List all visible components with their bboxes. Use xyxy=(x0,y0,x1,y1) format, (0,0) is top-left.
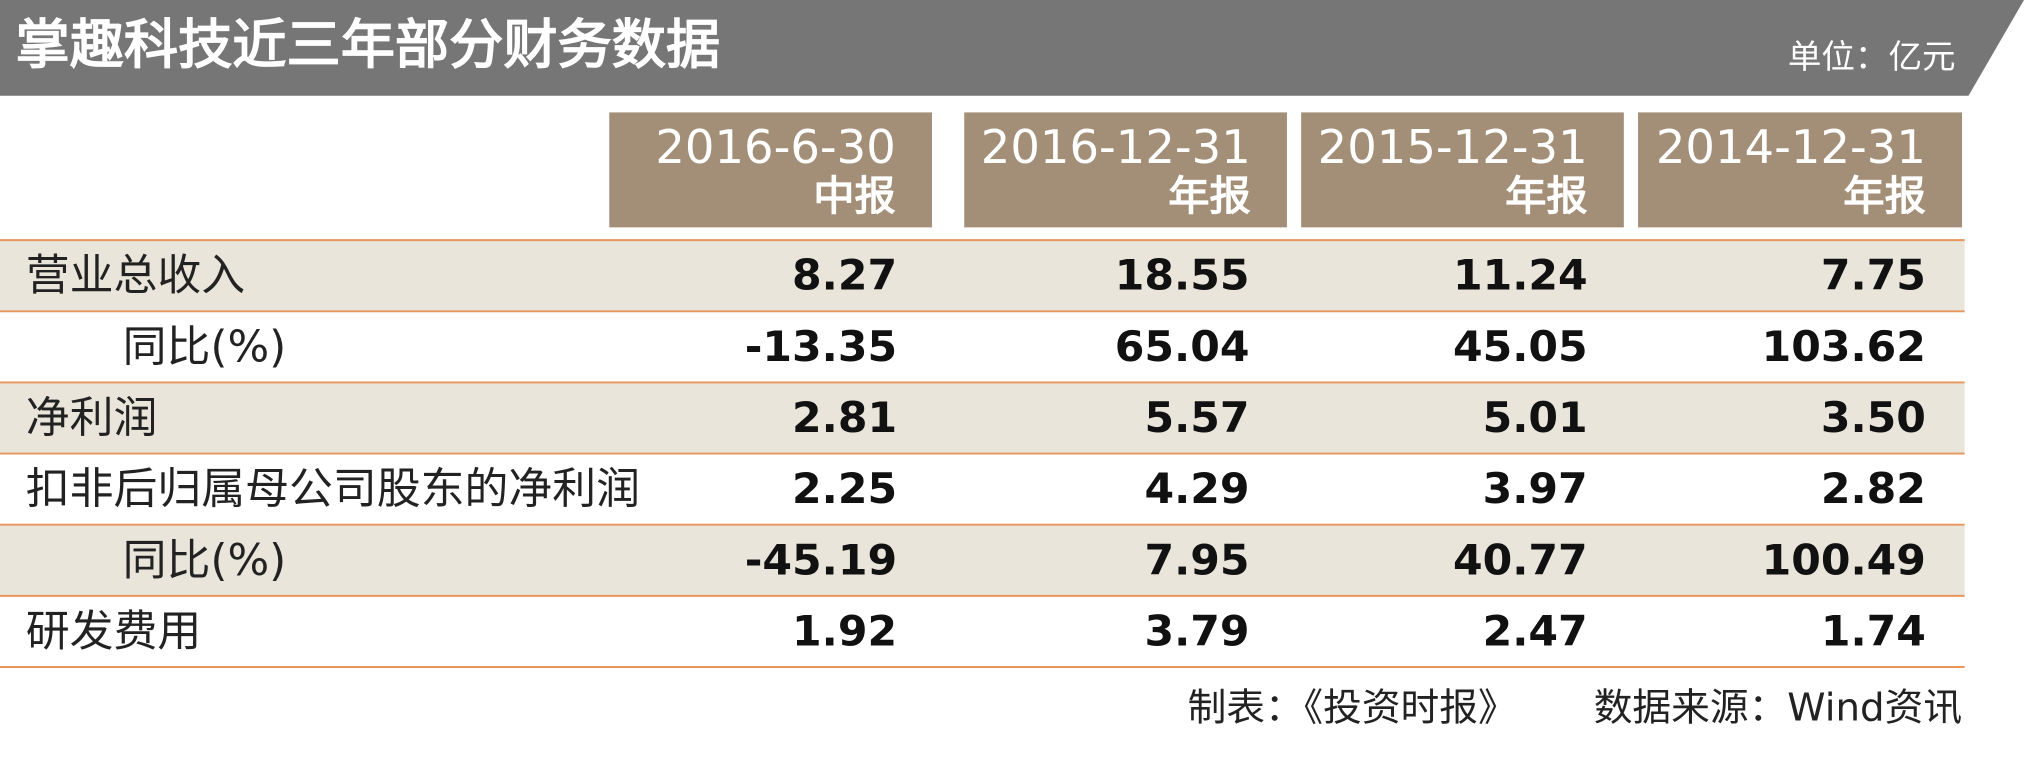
row-label: 研发费用 xyxy=(26,606,201,657)
row-label: 同比(%) xyxy=(123,322,287,373)
column-header xyxy=(609,112,932,228)
cell-value: 2.82 xyxy=(1821,464,1926,513)
maker: 制表：《投资时报》 xyxy=(1188,686,1517,731)
cell-value: 2.47 xyxy=(1483,607,1588,656)
column-header xyxy=(1638,112,1963,228)
column-date: 2014-12-31 xyxy=(1656,120,1926,174)
cell-value: 1.74 xyxy=(1821,607,1926,656)
column-date: 2015-12-31 xyxy=(1318,120,1588,174)
row-background xyxy=(0,382,1965,454)
column-date: 2016-12-31 xyxy=(981,120,1251,174)
title: 掌趣科技近三年部分财务数据 xyxy=(15,13,720,76)
column-date: 2016-6-30 xyxy=(655,120,895,174)
row-label: 营业总收入 xyxy=(26,250,245,301)
cell-value: 3.50 xyxy=(1821,393,1926,442)
cell-value: 3.79 xyxy=(1144,607,1249,656)
cell-value: 5.57 xyxy=(1144,393,1249,442)
cell-value: 40.77 xyxy=(1453,535,1588,584)
row-label: 扣非后归属母公司股东的净利润 xyxy=(26,464,640,515)
column-type: 年报 xyxy=(1505,172,1588,220)
row-label: 同比(%) xyxy=(123,535,287,586)
cell-value: 8.27 xyxy=(792,251,897,300)
cell-value: 18.55 xyxy=(1115,251,1250,300)
cell-value: 103.62 xyxy=(1762,322,1926,371)
cell-value: 2.25 xyxy=(792,464,897,513)
cell-value: -13.35 xyxy=(745,322,897,371)
row-label: 净利润 xyxy=(26,393,158,444)
cell-value: 1.92 xyxy=(792,607,897,656)
cell-value: 7.75 xyxy=(1821,251,1926,300)
cell-value: 7.95 xyxy=(1144,535,1249,584)
column-type: 年报 xyxy=(1168,172,1251,220)
cell-value: 2.81 xyxy=(792,393,897,442)
cell-value: 3.97 xyxy=(1483,464,1588,513)
cell-value: 5.01 xyxy=(1483,393,1588,442)
cell-value: 11.24 xyxy=(1453,251,1588,300)
cell-value: 45.05 xyxy=(1453,322,1588,371)
row-background xyxy=(0,240,1965,312)
column-header xyxy=(964,112,1287,228)
row-background xyxy=(0,524,1965,596)
column-header xyxy=(1301,112,1624,228)
column-type: 年报 xyxy=(1843,172,1926,220)
source: 数据来源：Wind资讯 xyxy=(1594,686,1962,731)
cell-value: 100.49 xyxy=(1762,535,1926,584)
cell-value: 4.29 xyxy=(1144,464,1249,513)
cell-value: 65.04 xyxy=(1115,322,1250,371)
cell-value: -45.19 xyxy=(745,535,897,584)
table-body: 2016-6-30中报2016-12-31年报2015-12-31年报2014-… xyxy=(0,112,1965,668)
header-bar xyxy=(0,0,2024,96)
unit: 单位：亿元 xyxy=(1788,37,1956,76)
column-type: 中报 xyxy=(813,172,896,220)
